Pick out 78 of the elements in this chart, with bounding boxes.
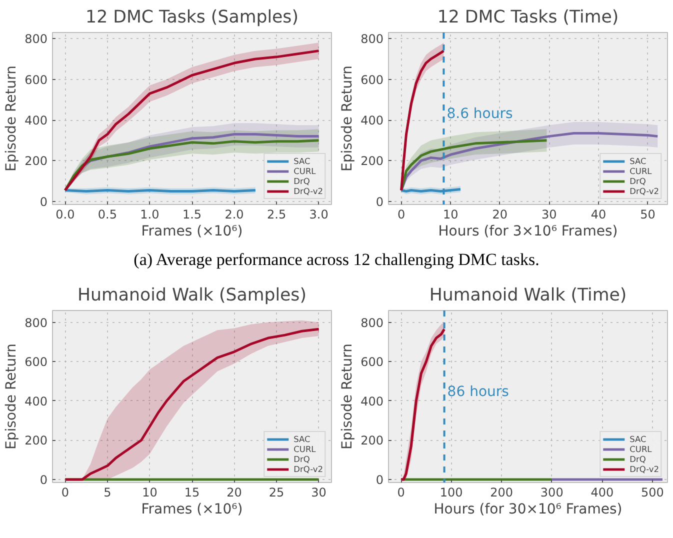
x-tick-label: 500 [640,486,664,500]
y-tick-label: 400 [24,114,48,128]
x-tick-label: 3.0 [309,208,328,222]
x-tick-label: 10 [142,486,158,500]
y-tick-label: 600 [360,72,384,87]
legend-label: SAC [630,434,648,444]
x-tick-label: 20 [226,486,242,500]
ref-line-label: 86 hours [447,384,509,400]
y-tick-label: 600 [360,355,384,370]
x-tick-label: 50 [640,208,656,222]
x-tick-label: 30 [542,208,557,222]
legend-label: DrQ [630,176,647,186]
x-tick-label: 5 [104,486,112,500]
x-tick-label: 0 [398,208,406,222]
legend-label: SAC [294,156,312,166]
x-tick-label: 25 [268,486,284,500]
x-tick-label: 20 [492,208,508,222]
chart-title: 12 DMC Tasks (Time) [437,8,619,28]
y-axis-title: Episode Return [4,344,20,450]
x-tick-label: 40 [590,208,606,222]
legend-label: DrQ [294,454,311,464]
x-tick-label: 30 [311,486,326,500]
legend-label: DrQ [294,176,311,186]
y-tick-label: 200 [24,154,48,168]
y-axis-title: Episode Return [340,344,356,450]
x-tick-label: 2.0 [224,208,244,222]
y-axis-title: Episode Return [340,66,356,172]
y-tick-label: 0 [376,473,384,488]
y-tick-label: 0 [40,194,48,209]
y-tick-label: 400 [24,394,48,408]
y-tick-label: 800 [360,316,384,330]
y-tick-label: 200 [360,154,384,168]
x-tick-label: 0.5 [98,208,118,222]
y-tick-label: 200 [24,434,48,448]
chart-title: 12 DMC Tasks (Samples) [86,8,298,28]
chart-title: Humanoid Walk (Time) [429,286,627,306]
x-tick-label: 15 [184,486,200,500]
x-axis-title: Hours (for 30×10⁶ Frames) [434,502,622,518]
legend-label: CURL [294,166,316,176]
x-tick-label: 0 [61,486,70,500]
y-tick-label: 800 [24,316,48,330]
y-tick-label: 600 [24,72,48,87]
y-tick-label: 200 [360,434,384,448]
text: (a) Average performance across 12 challenging DMC tasks. [134,249,540,271]
y-tick-label: 0 [40,473,48,488]
chart-title: Humanoid Walk (Samples) [78,286,306,306]
legend-label: DrQ [630,454,647,464]
legend-label: DrQ-v2 [630,186,659,196]
x-axis-title: Hours (for 3×10⁶ Frames) [438,224,618,240]
x-tick-label: 0.0 [56,208,75,222]
x-tick-label: 2.5 [267,208,286,222]
legend-label: DrQ-v2 [294,186,323,196]
x-tick-label: 0 [397,486,405,500]
y-tick-label: 800 [24,32,48,46]
legend-label: SAC [630,156,648,166]
x-tick-label: 200 [490,486,514,500]
y-axis-title: Episode Return [4,66,20,172]
x-tick-label: 300 [540,486,564,500]
y-tick-label: 400 [360,114,384,128]
legend-label: SAC [294,434,312,444]
legend-label: CURL [630,444,652,454]
y-tick-label: 600 [24,355,48,370]
legend-label: DrQ-v2 [294,464,323,474]
y-tick-label: 800 [360,32,384,46]
y-tick-label: 400 [360,394,384,408]
y-tick-label: 0 [376,194,384,209]
x-axis-title: Frames (×10⁶) [141,224,243,240]
legend-label: DrQ-v2 [630,464,659,474]
legend-label: CURL [294,444,316,454]
x-tick-label: 100 [440,486,463,500]
ref-line-label: 8.6 hours [446,106,513,122]
x-tick-label: 400 [590,486,614,500]
legend-label: CURL [630,166,652,176]
x-tick-label: 10 [442,208,458,222]
x-axis-title: Frames (×10⁶) [141,502,243,518]
x-tick-label: 1.5 [182,208,202,222]
line-series [400,139,548,192]
x-tick-label: 1.0 [140,208,160,222]
